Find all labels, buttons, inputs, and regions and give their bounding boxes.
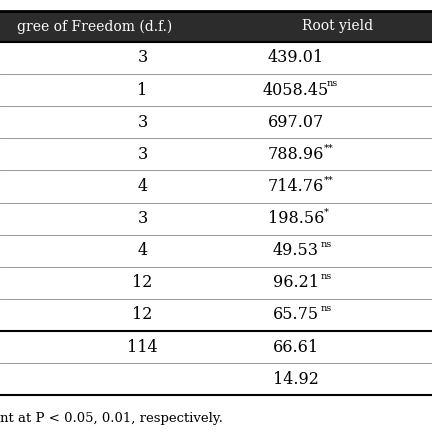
Text: 439.01: 439.01 — [268, 50, 324, 67]
Text: 14.92: 14.92 — [273, 371, 319, 388]
Text: ns: ns — [327, 79, 338, 88]
Text: Root yield: Root yield — [302, 19, 374, 33]
Text: **: ** — [324, 175, 334, 184]
Text: gree of Freedom (d.f.): gree of Freedom (d.f.) — [17, 19, 172, 34]
Text: 96.21: 96.21 — [273, 274, 319, 291]
Text: ns: ns — [321, 304, 332, 313]
Text: 65.75: 65.75 — [273, 306, 319, 324]
Text: 198.56: 198.56 — [268, 210, 324, 227]
Text: 4: 4 — [137, 242, 148, 259]
Text: 714.76: 714.76 — [268, 178, 324, 195]
FancyBboxPatch shape — [0, 11, 432, 42]
Text: ns: ns — [321, 272, 332, 281]
Text: *: * — [324, 208, 328, 217]
Text: ns: ns — [321, 240, 332, 249]
Text: 12: 12 — [132, 306, 153, 324]
Text: 66.61: 66.61 — [273, 339, 319, 356]
Text: 4: 4 — [137, 178, 148, 195]
Text: 697.07: 697.07 — [268, 114, 324, 131]
Text: nt at P < 0.05, 0.01, respectively.: nt at P < 0.05, 0.01, respectively. — [0, 412, 223, 425]
Text: 114: 114 — [127, 339, 158, 356]
Text: 49.53: 49.53 — [273, 242, 319, 259]
Text: 1: 1 — [137, 82, 148, 98]
Text: 3: 3 — [137, 210, 148, 227]
Text: 12: 12 — [132, 274, 153, 291]
Text: 3: 3 — [137, 114, 148, 131]
Text: **: ** — [324, 143, 334, 152]
Text: 3: 3 — [137, 146, 148, 163]
Text: 4058.45: 4058.45 — [263, 82, 329, 98]
Text: 3: 3 — [137, 50, 148, 67]
Text: 788.96: 788.96 — [268, 146, 324, 163]
